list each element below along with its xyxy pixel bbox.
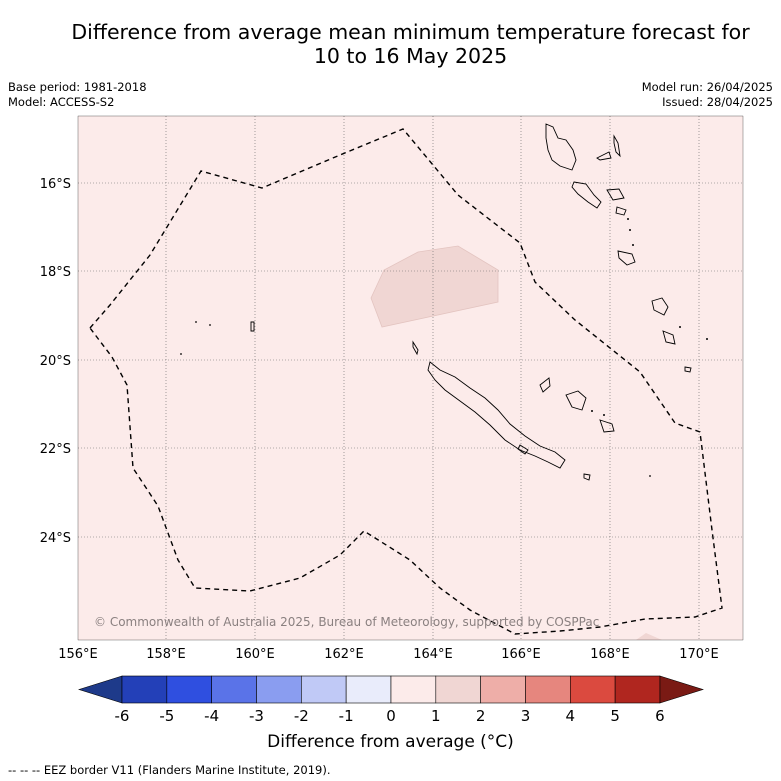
- efate: [617, 250, 636, 266]
- island: [412, 340, 419, 356]
- colorbar-tick-label: 1: [431, 707, 441, 725]
- eez-footnote: -- -- -- EEZ border V11 (Flanders Marine…: [8, 763, 331, 777]
- map-title: Difference from average mean minimum tem…: [40, 20, 781, 68]
- colorbar: -6 -5 -4 -3 -2 -1 0 1 2 3 4 5 6: [77, 675, 704, 725]
- lat-label-20s: 20°S: [40, 354, 71, 369]
- colorbar-swatch: [301, 675, 347, 704]
- colorbar-swatch: [435, 675, 481, 704]
- title-line-2: 10 to 16 May 2025: [313, 44, 508, 68]
- malekula: [571, 181, 602, 209]
- colorbar-swatch: [525, 675, 571, 704]
- colorbar-extend-high: [659, 675, 704, 704]
- lat-labels: 16°S 18°S 20°S 22°S 24°S: [40, 177, 71, 546]
- colorbar-tick-label: 6: [655, 707, 665, 725]
- lon-label-162e: 162°E: [324, 647, 364, 662]
- isle-of-pines: [517, 444, 529, 455]
- colorbar-swatch: [480, 675, 526, 704]
- colorbar-swatch: [345, 675, 392, 704]
- colorbar-swatch: [390, 675, 437, 704]
- title-line-1: Difference from average mean minimum tem…: [71, 20, 750, 44]
- lon-label-158e: 158°E: [146, 647, 186, 662]
- coastlines: [250, 123, 692, 481]
- colorbar-tick-label: 3: [521, 707, 531, 725]
- colorbar-tick-label: -4: [204, 707, 219, 725]
- anomaly-patch: [370, 245, 499, 328]
- lon-label-156e: 156°E: [58, 647, 98, 662]
- colorbar-tick-label: -2: [294, 707, 309, 725]
- map-frame: [77, 115, 744, 641]
- lon-labels: 156°E 158°E 160°E 162°E 164°E 166°E 168°…: [58, 647, 719, 662]
- colorbar-extend-low: [77, 675, 123, 704]
- lat-label-22s: 22°S: [40, 442, 71, 457]
- model-run: Model run: 26/04/2025: [641, 80, 773, 94]
- colorbar-tick-label: 4: [566, 707, 576, 725]
- islets: [180, 218, 708, 477]
- pentecost-ambrym: [606, 188, 625, 201]
- lat-label-16s: 16°S: [40, 177, 71, 192]
- lon-label-166e: 166°E: [501, 647, 541, 662]
- colorbar-swatch: [166, 675, 212, 704]
- loyalty-island-mare: [599, 419, 615, 433]
- lat-label-24s: 24°S: [40, 531, 71, 546]
- graticule: [78, 116, 743, 640]
- colorbar-tick-label: -5: [159, 707, 174, 725]
- lon-label-164e: 164°E: [413, 647, 453, 662]
- colorbar-tick-label: 0: [386, 707, 396, 725]
- meta-right: Model run: 26/04/2025 Issued: 28/04/2025: [642, 80, 773, 110]
- colorbar-tick-label: -6: [115, 707, 130, 725]
- meta-left: Base period: 1981-2018 Model: ACCESS-S2: [8, 80, 147, 110]
- colorbar-swatch: [211, 675, 257, 704]
- map-background: [78, 116, 743, 640]
- anomaly-patch-edge: [636, 633, 662, 640]
- erromango: [651, 297, 669, 316]
- loyalty-island-ouvea: [539, 377, 551, 393]
- epi: [615, 206, 627, 216]
- tanna: [662, 330, 676, 345]
- colorbar-swatch: [569, 675, 616, 704]
- maewo: [613, 134, 621, 158]
- new-caledonia: [427, 361, 566, 469]
- colorbar-label: Difference from average (°C): [267, 732, 514, 752]
- colorbar-tick-label: -1: [339, 707, 354, 725]
- espiritu-santo: [545, 123, 577, 171]
- island-walpole: [583, 473, 591, 481]
- chesterfield-islands: [250, 321, 255, 332]
- model-name: Model: ACCESS-S2: [8, 95, 115, 109]
- lat-label-18s: 18°S: [40, 265, 71, 280]
- issued-date: Issued: 28/04/2025: [662, 95, 773, 109]
- aneityum: [684, 366, 692, 373]
- copyright-text: © Commonwealth of Australia 2025, Bureau…: [94, 615, 599, 629]
- lon-label-168e: 168°E: [590, 647, 630, 662]
- base-period: Base period: 1981-2018: [8, 80, 147, 94]
- colorbar-swatch: [121, 675, 168, 704]
- ambae: [596, 151, 612, 161]
- colorbar-swatch: [614, 675, 661, 704]
- colorbar-tick-label: -3: [249, 707, 264, 725]
- lon-label-160e: 160°E: [235, 647, 275, 662]
- colorbar-swatch: [256, 675, 302, 704]
- loyalty-island-lifou: [565, 390, 587, 411]
- lon-label-170e: 170°E: [679, 647, 719, 662]
- colorbar-tick-label: 2: [476, 707, 486, 725]
- colorbar-tick-label: 5: [610, 707, 620, 725]
